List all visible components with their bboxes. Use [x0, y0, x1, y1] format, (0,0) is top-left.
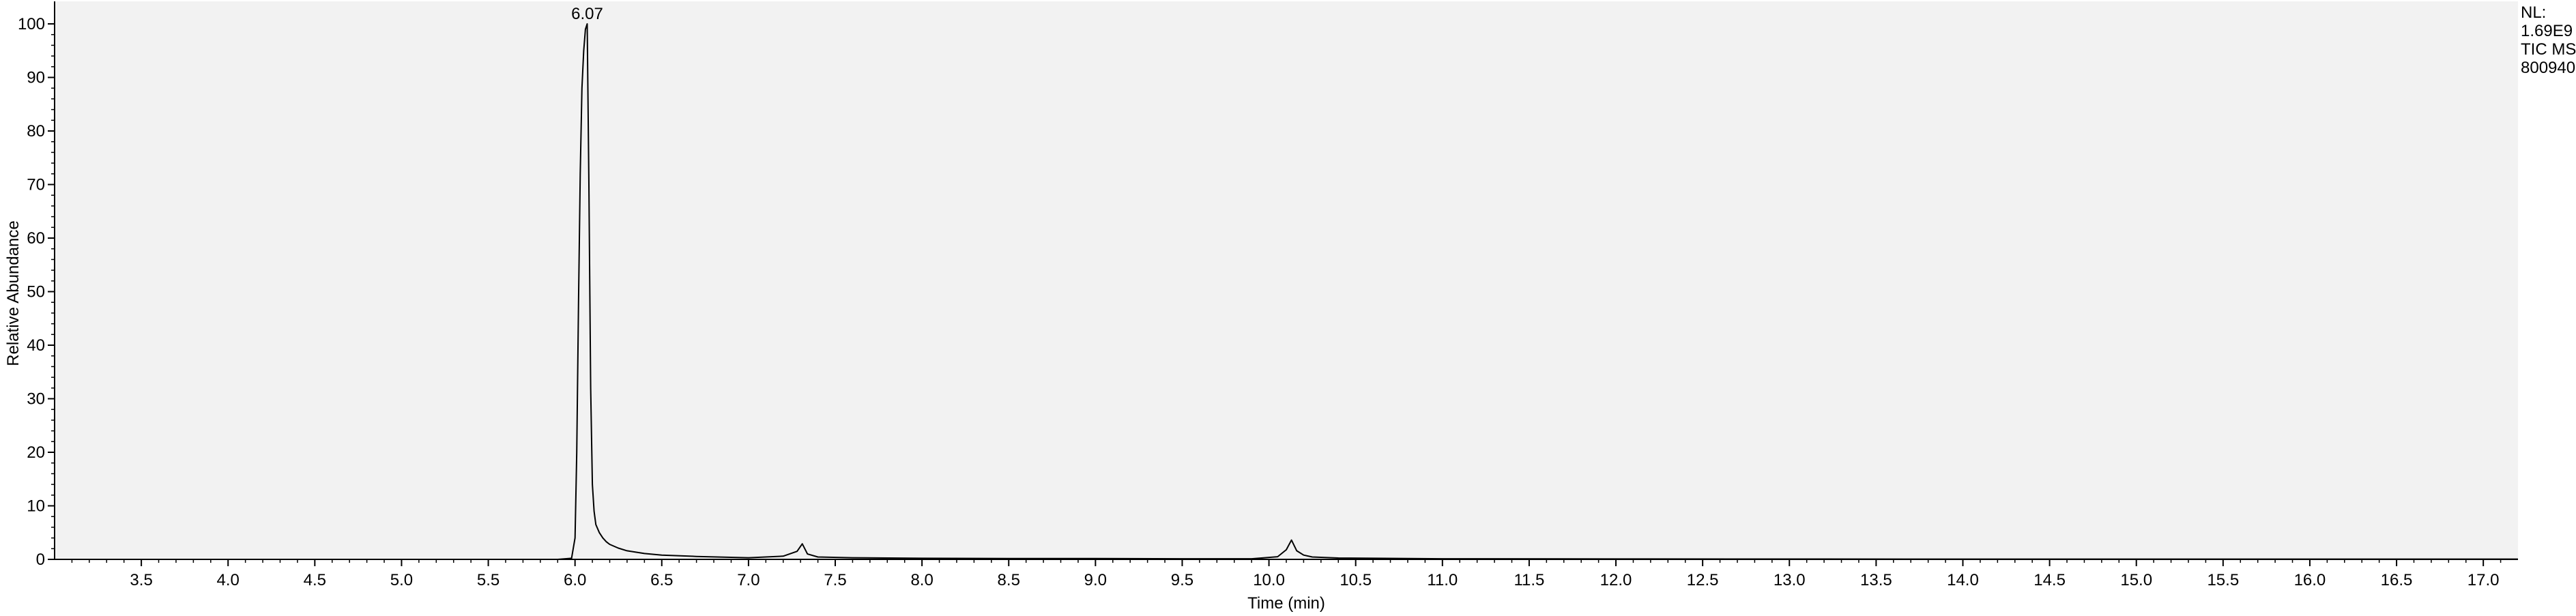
x-tick-label: 7.5 — [824, 571, 846, 589]
x-tick-label: 4.0 — [217, 571, 240, 589]
x-tick-label: 14.5 — [2034, 571, 2066, 589]
x-tick-label: 13.5 — [1860, 571, 1892, 589]
y-tick-label: 70 — [27, 176, 45, 194]
tic-trace — [55, 23, 2518, 560]
x-tick-label: 3.5 — [130, 571, 152, 589]
x-tick-label: 13.0 — [1774, 571, 1806, 589]
y-tick-label: 20 — [27, 443, 45, 462]
x-tick-label: 6.5 — [650, 571, 673, 589]
x-tick-label: 12.0 — [1600, 571, 1632, 589]
y-tick-label: 60 — [27, 229, 45, 248]
info-line: 800940 — [2521, 59, 2575, 77]
x-tick-label: 10.5 — [1340, 571, 1372, 589]
y-tick-label: 40 — [27, 336, 45, 355]
x-tick-label: 16.5 — [2381, 571, 2413, 589]
x-tick-label: 16.0 — [2294, 571, 2326, 589]
y-tick-label: 30 — [27, 390, 45, 409]
y-axis-title: Relative Abundance — [4, 220, 23, 366]
y-tick-label: 80 — [27, 122, 45, 141]
x-tick-label: 10.0 — [1253, 571, 1285, 589]
x-tick-label: 11.5 — [1514, 571, 1544, 589]
x-tick-label: 8.0 — [910, 571, 933, 589]
x-tick-label: 8.5 — [998, 571, 1020, 589]
peak-label: 6.07 — [571, 5, 603, 23]
x-axis-ticks: 3.5 4.0 4.5 5.0 5.5 6.0 6.5 7.0 7.5 8.0 8.5 9.0 9.5 1… — [71, 559, 2502, 589]
x-tick-label: 15.5 — [2207, 571, 2239, 589]
x-tick-label: 14.0 — [1947, 571, 1979, 589]
y-tick-label: 10 — [27, 497, 45, 516]
x-tick-label: 4.5 — [304, 571, 326, 589]
y-tick-label: 0 — [36, 551, 45, 569]
info-line: NL: — [2521, 3, 2546, 22]
x-tick-label: 9.0 — [1084, 571, 1107, 589]
y-tick-label: 50 — [27, 283, 45, 302]
x-tick-label: 12.5 — [1687, 571, 1719, 589]
x-tick-label: 11.0 — [1427, 571, 1458, 589]
peak-annotations: 6.07 — [571, 5, 603, 23]
y-tick-label: 90 — [27, 69, 45, 87]
x-tick-label: 5.5 — [477, 571, 500, 589]
x-tick-label: 9.5 — [1171, 571, 1193, 589]
x-tick-label: 6.0 — [564, 571, 586, 589]
x-tick-label: 17.0 — [2468, 571, 2500, 589]
y-axis-ticks: 0 10 20 30 40 50 60 70 80 90 100 — [18, 15, 55, 569]
info-line: TIC MS — [2521, 40, 2576, 59]
x-tick-label: 5.0 — [390, 571, 413, 589]
x-tick-label: 7.0 — [737, 571, 759, 589]
x-tick-label: 15.0 — [2120, 571, 2152, 589]
y-tick-label: 100 — [18, 15, 45, 33]
plot-background — [55, 1, 2518, 559]
x-axis-title: Time (min) — [1247, 594, 1325, 613]
info-line: 1.69E9 — [2521, 22, 2573, 40]
